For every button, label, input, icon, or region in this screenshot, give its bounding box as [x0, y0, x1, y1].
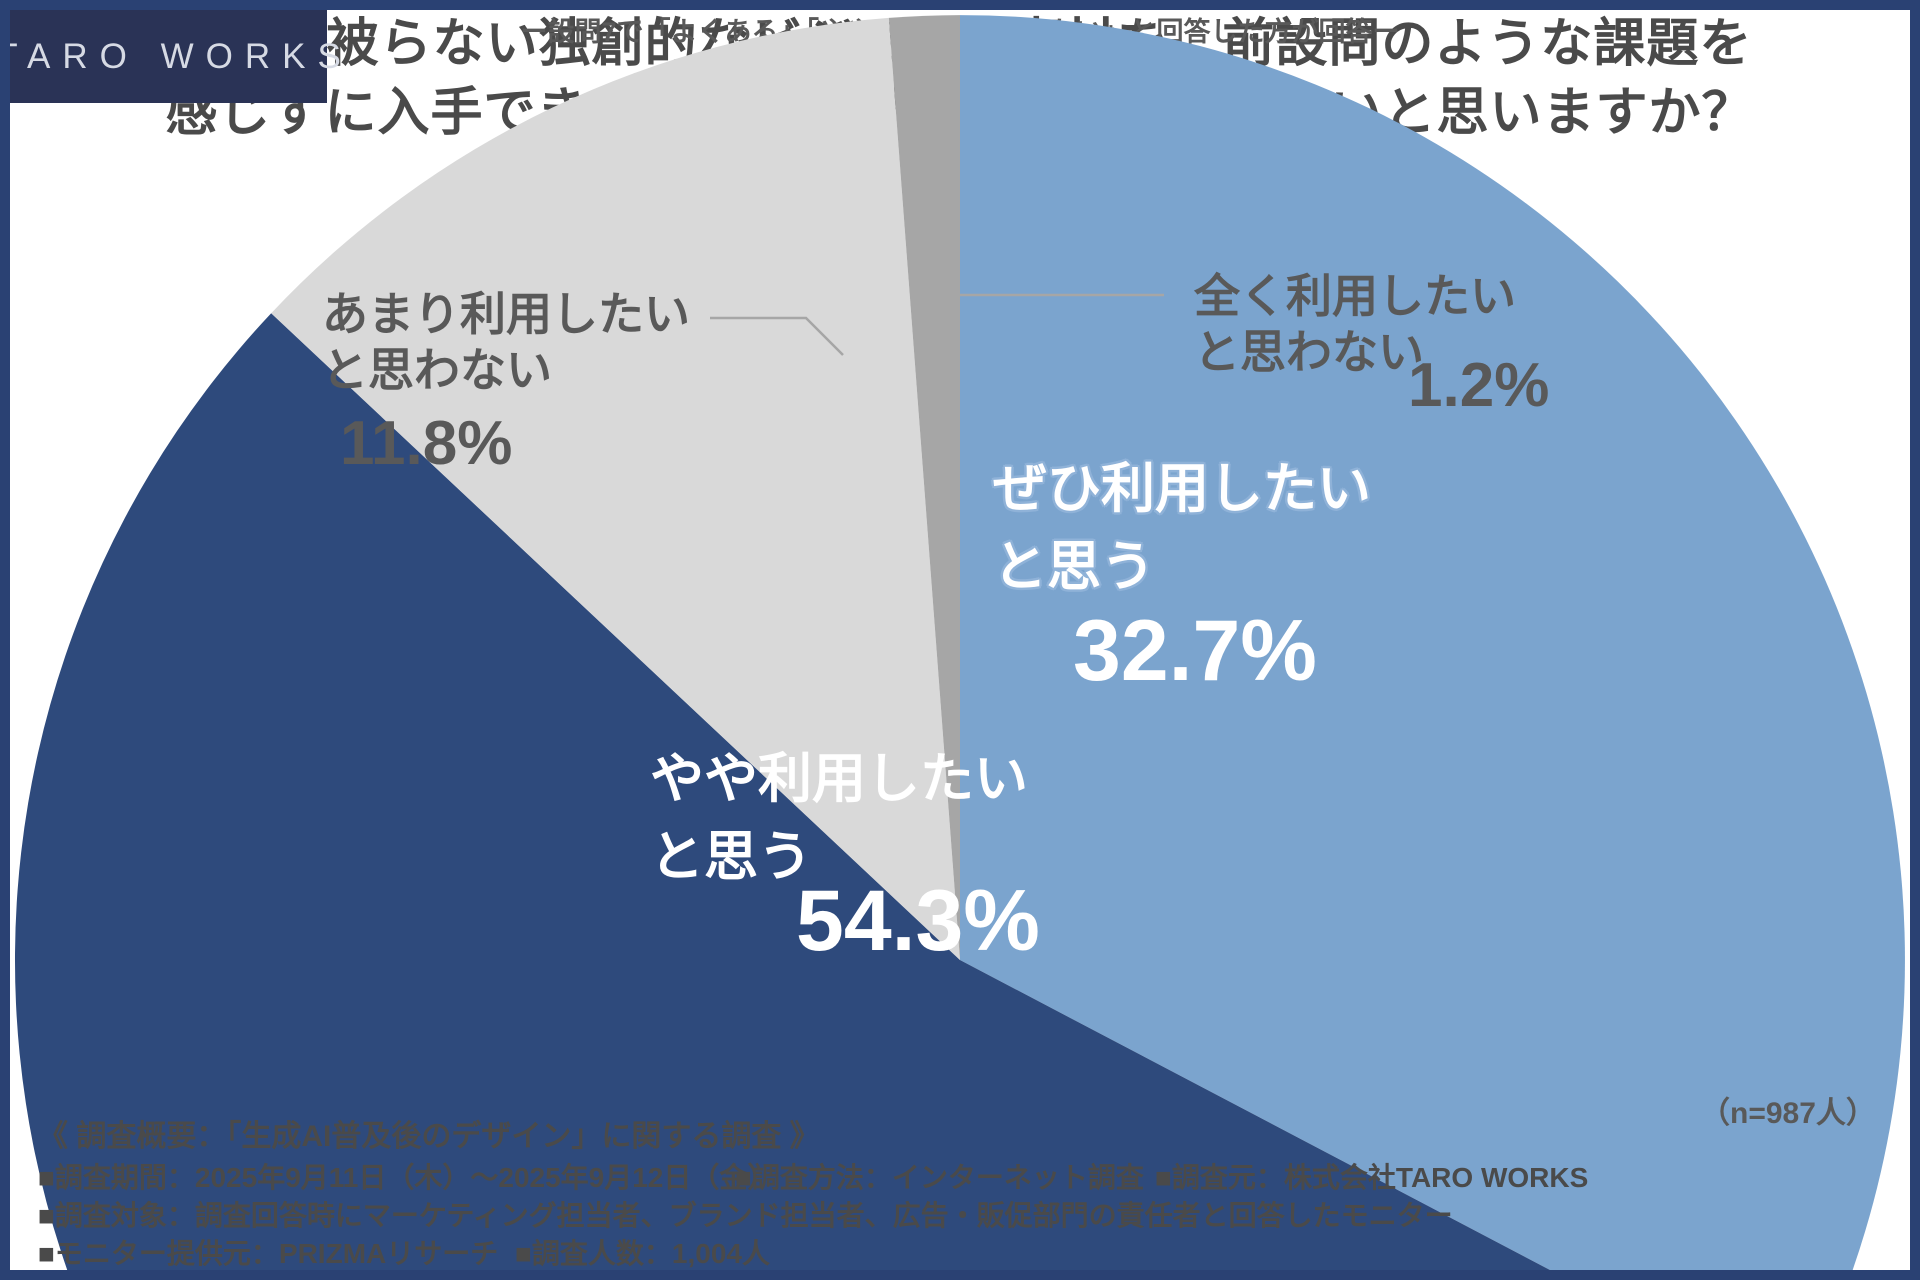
pie-slice-1 — [14, 313, 1550, 1270]
pct-mattaku: 1.2% — [1408, 351, 1550, 420]
footer-method: ■調査方法：インターネット調査 — [735, 1162, 1144, 1193]
footer-target: ■調査対象：調査回答時にマーケティング担当者、ブランド担当者、広告・販促部門の責… — [38, 1200, 1453, 1231]
label-amari: あまり利用したい と思わない — [322, 286, 690, 398]
label-yaya-line1: やや利用したい — [650, 749, 1028, 809]
label-amari-line1: あまり利用したい — [322, 288, 690, 340]
label-zehi: ぜひ利用したい と思う — [993, 450, 1371, 607]
footer-count: ■調査人数：1,004人 — [515, 1238, 770, 1269]
footer-period: ■調査期間：2025年9月11日（木）～2025年9月12日（金） — [38, 1162, 776, 1193]
sample-size-label: （n=987人） — [1700, 1097, 1876, 1130]
pie-slice-3 — [888, 15, 960, 961]
taro-works-logo-text: TARO WORKS — [0, 36, 353, 76]
pie-slice-2 — [271, 17, 961, 960]
footer-monitor: ■モニター提供元：PRIZMAリサーチ — [38, 1238, 499, 1269]
label-amari-line2: と思わない — [322, 344, 552, 397]
footer-overview: 《 調査概要：「生成AI普及後のデザイン」に関する調査 》 — [38, 1120, 820, 1153]
label-mattaku: 全く利用したい と思わない — [1194, 268, 1516, 380]
pct-amari: 11.8% — [340, 409, 513, 478]
taro-works-logo: TARO WORKS — [10, 10, 341, 103]
pct-zehi: 32.7% — [1073, 603, 1317, 699]
pie-slice-0 — [960, 15, 1905, 1270]
label-mattaku-line2: と思わない — [1194, 326, 1424, 379]
pie-chart — [14, 15, 1905, 1270]
label-yaya: やや利用したい と思う — [650, 740, 1028, 897]
label-mattaku-line1: 全く利用したい — [1194, 270, 1516, 322]
label-yaya-line2: と思う — [650, 827, 812, 888]
footer-source: ■調査元：株式会社TARO WORKS — [1155, 1162, 1589, 1193]
label-zehi-line2: と思う — [993, 537, 1155, 598]
label-zehi-line1: ぜひ利用したい — [993, 459, 1371, 519]
pct-yaya: 54.3% — [796, 873, 1040, 969]
